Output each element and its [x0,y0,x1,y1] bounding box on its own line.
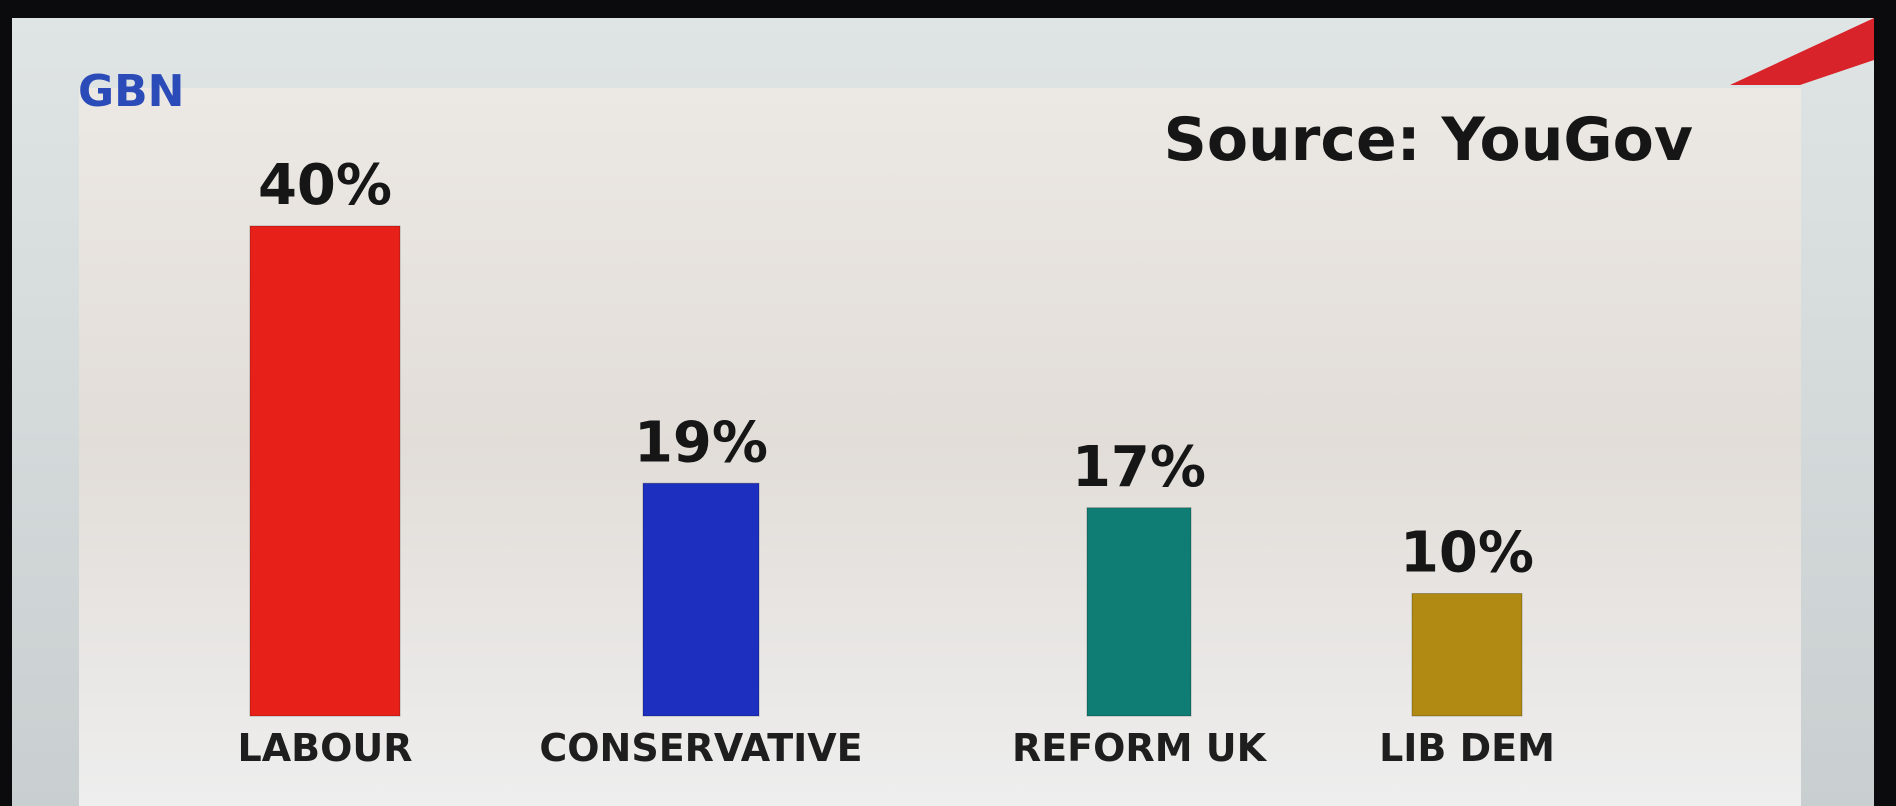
category-label: REFORM UK [1012,726,1268,770]
category-label: LABOUR [237,726,412,770]
logo: GBN [78,66,184,117]
corner-accent [1730,18,1874,85]
bar [249,225,401,717]
category-label: CONSERVATIVE [539,726,862,770]
category-label: LIB DEM [1379,726,1555,770]
value-label: 40% [258,153,392,218]
value-label: 17% [1072,435,1206,500]
value-label: 10% [1400,521,1534,586]
bar [642,482,760,717]
bar [1086,507,1192,717]
value-label: 19% [634,410,768,475]
bar [1411,593,1523,717]
chart-title: Source: YouGov [1164,105,1693,175]
